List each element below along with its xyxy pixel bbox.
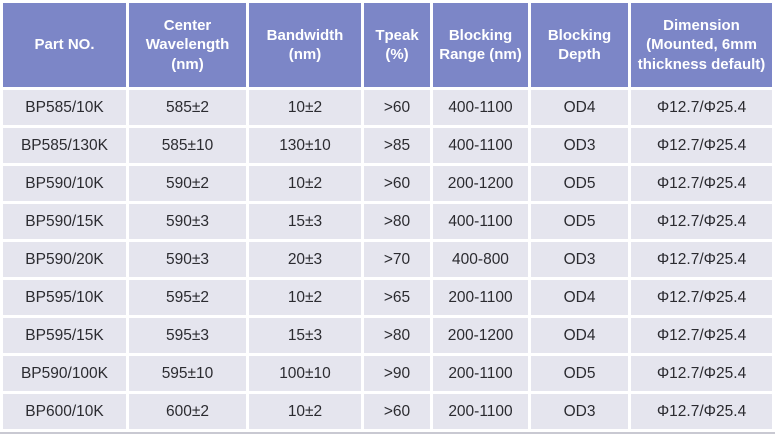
table-row: BP590/100K 595±10 100±10 >90 200-1100 OD… <box>3 356 772 391</box>
cell-dimension: Φ12.7/Φ25.4 <box>631 128 772 163</box>
cell-dimension: Φ12.7/Φ25.4 <box>631 204 772 239</box>
cell-blocking-range: 200-1100 <box>433 280 528 315</box>
header-blocking-range: Blocking Range (nm) <box>433 3 528 87</box>
cell-part-no: BP590/20K <box>3 242 126 277</box>
header-dimension: Dimension (Mounted, 6mm thickness defaul… <box>631 3 772 87</box>
cell-blocking-range: 400-1100 <box>433 90 528 125</box>
cell-blocking-depth: OD4 <box>531 318 628 353</box>
cell-bandwidth: 15±3 <box>249 204 361 239</box>
cell-part-no: BP585/130K <box>3 128 126 163</box>
cell-part-no: BP600/10K <box>3 394 126 429</box>
cell-part-no: BP590/10K <box>3 166 126 201</box>
header-part-no: Part NO. <box>3 3 126 87</box>
cell-blocking-depth: OD4 <box>531 280 628 315</box>
header-center-wavelength: Center Wavelength (nm) <box>129 3 246 87</box>
cell-blocking-depth: OD4 <box>531 90 628 125</box>
cell-blocking-depth: OD3 <box>531 128 628 163</box>
cell-tpeak: >60 <box>364 90 430 125</box>
cell-tpeak: >80 <box>364 204 430 239</box>
cell-blocking-depth: OD3 <box>531 394 628 429</box>
cell-part-no: BP595/10K <box>3 280 126 315</box>
table-row: BP595/15K 595±3 15±3 >80 200-1200 OD4 Φ1… <box>3 318 772 353</box>
cell-blocking-range: 200-1100 <box>433 356 528 391</box>
cell-center-wavelength: 595±3 <box>129 318 246 353</box>
table-row: BP585/130K 585±10 130±10 >85 400-1100 OD… <box>3 128 772 163</box>
cell-dimension: Φ12.7/Φ25.4 <box>631 280 772 315</box>
cell-blocking-depth: OD3 <box>531 242 628 277</box>
table-row: BP595/10K 595±2 10±2 >65 200-1100 OD4 Φ1… <box>3 280 772 315</box>
cell-blocking-range: 200-1200 <box>433 318 528 353</box>
cell-blocking-depth: OD5 <box>531 204 628 239</box>
cell-blocking-range: 200-1100 <box>433 394 528 429</box>
cell-tpeak: >70 <box>364 242 430 277</box>
header-row: Part NO. Center Wavelength (nm) Bandwidt… <box>3 3 772 87</box>
cell-center-wavelength: 600±2 <box>129 394 246 429</box>
cell-bandwidth: 130±10 <box>249 128 361 163</box>
cell-part-no: BP590/15K <box>3 204 126 239</box>
cell-tpeak: >90 <box>364 356 430 391</box>
table-body: BP585/10K 585±2 10±2 >60 400-1100 OD4 Φ1… <box>3 90 772 429</box>
cell-tpeak: >60 <box>364 166 430 201</box>
header-blocking-depth: Blocking Depth <box>531 3 628 87</box>
cell-dimension: Φ12.7/Φ25.4 <box>631 166 772 201</box>
cell-tpeak: >60 <box>364 394 430 429</box>
cell-tpeak: >85 <box>364 128 430 163</box>
header-bandwidth: Bandwidth (nm) <box>249 3 361 87</box>
cell-blocking-range: 400-1100 <box>433 204 528 239</box>
cell-center-wavelength: 590±3 <box>129 242 246 277</box>
cell-center-wavelength: 585±2 <box>129 90 246 125</box>
cell-blocking-range: 400-1100 <box>433 128 528 163</box>
table-header: Part NO. Center Wavelength (nm) Bandwidt… <box>3 3 772 87</box>
cell-blocking-range: 400-800 <box>433 242 528 277</box>
table-row: BP590/15K 590±3 15±3 >80 400-1100 OD5 Φ1… <box>3 204 772 239</box>
table-row: BP590/20K 590±3 20±3 >70 400-800 OD3 Φ12… <box>3 242 772 277</box>
cell-center-wavelength: 590±3 <box>129 204 246 239</box>
cell-center-wavelength: 595±2 <box>129 280 246 315</box>
table-row: BP600/10K 600±2 10±2 >60 200-1100 OD3 Φ1… <box>3 394 772 429</box>
cell-dimension: Φ12.7/Φ25.4 <box>631 318 772 353</box>
cell-dimension: Φ12.7/Φ25.4 <box>631 394 772 429</box>
cell-bandwidth: 100±10 <box>249 356 361 391</box>
cell-bandwidth: 10±2 <box>249 394 361 429</box>
cell-dimension: Φ12.7/Φ25.4 <box>631 356 772 391</box>
cell-tpeak: >80 <box>364 318 430 353</box>
cell-bandwidth: 20±3 <box>249 242 361 277</box>
table-row: BP590/10K 590±2 10±2 >60 200-1200 OD5 Φ1… <box>3 166 772 201</box>
cell-part-no: BP590/100K <box>3 356 126 391</box>
cell-bandwidth: 10±2 <box>249 90 361 125</box>
cell-bandwidth: 15±3 <box>249 318 361 353</box>
cell-part-no: BP595/15K <box>3 318 126 353</box>
cell-part-no: BP585/10K <box>3 90 126 125</box>
cell-tpeak: >65 <box>364 280 430 315</box>
cell-blocking-depth: OD5 <box>531 356 628 391</box>
cell-center-wavelength: 585±10 <box>129 128 246 163</box>
cell-dimension: Φ12.7/Φ25.4 <box>631 90 772 125</box>
header-tpeak: Tpeak (%) <box>364 3 430 87</box>
cell-bandwidth: 10±2 <box>249 280 361 315</box>
cell-center-wavelength: 590±2 <box>129 166 246 201</box>
cell-center-wavelength: 595±10 <box>129 356 246 391</box>
cell-blocking-range: 200-1200 <box>433 166 528 201</box>
cell-dimension: Φ12.7/Φ25.4 <box>631 242 772 277</box>
table-row: BP585/10K 585±2 10±2 >60 400-1100 OD4 Φ1… <box>3 90 772 125</box>
cell-blocking-depth: OD5 <box>531 166 628 201</box>
cell-bandwidth: 10±2 <box>249 166 361 201</box>
